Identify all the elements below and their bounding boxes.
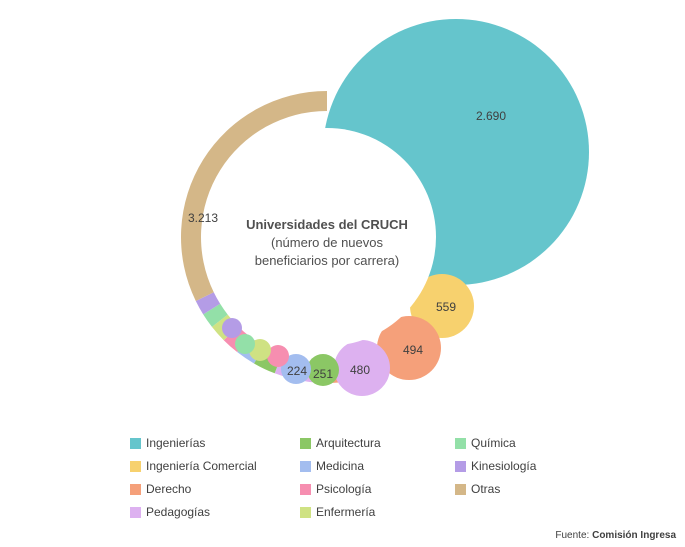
center-hole: [218, 128, 436, 346]
legend-item: Otras: [455, 482, 500, 496]
legend-item: Ingeniería Comercial: [130, 459, 257, 473]
legend-swatch: [130, 437, 141, 449]
legend-swatch: [455, 437, 466, 449]
chart-subtitle-line-1: (número de nuevos: [271, 235, 384, 250]
legend-swatch: [300, 460, 311, 472]
slice-6: [281, 354, 311, 384]
data-label-2: 559: [436, 300, 456, 314]
legend-label: Otras: [471, 482, 501, 496]
legend-label: Medicina: [316, 459, 365, 473]
data-label-4: 480: [350, 363, 370, 377]
legend-label: Pedagogías: [146, 505, 211, 519]
legend-item: Kinesiología: [455, 459, 536, 473]
ring-segment-10: [195, 292, 221, 315]
legend-label: Enfermería: [316, 505, 376, 519]
legend-label: Psicología: [316, 482, 372, 496]
data-label-3: 494: [403, 343, 423, 357]
slice-7: [267, 345, 289, 367]
legend-label: Arquitectura: [316, 436, 381, 450]
legend-item: Psicología: [300, 482, 371, 496]
chart-title: Universidades del CRUCH: [246, 217, 408, 232]
source-note: Fuente: Comisión Ingresa: [555, 530, 676, 541]
data-label-11: 3.213: [188, 211, 218, 225]
legend-item: Arquitectura: [300, 436, 381, 450]
legend-swatch: [455, 460, 466, 472]
chart-subtitle-line-2: beneficiarios por carrera): [255, 253, 400, 268]
legend-label: Kinesiología: [471, 459, 537, 473]
legend-swatch: [300, 506, 311, 518]
data-label-5: 251: [313, 367, 333, 381]
legend-label: Derecho: [146, 482, 192, 496]
legend-swatch: [455, 483, 466, 495]
slice-4: [334, 340, 390, 396]
data-label-1: 2.690: [476, 109, 506, 123]
legend-swatch: [130, 460, 141, 472]
legend-item: Enfermería: [300, 505, 375, 519]
radial-chart: 2.690 559 494 480 251 224 3.213 Universidades d…: [180, 19, 589, 396]
legend-item: Pedagogías: [130, 505, 210, 519]
ring-segment-9: [203, 303, 228, 327]
slice-3: [377, 316, 441, 380]
legend-label: Química: [471, 436, 516, 450]
legend-item: Derecho: [130, 482, 191, 496]
slice-9: [235, 334, 255, 354]
source-name: Comisión Ingresa: [592, 530, 676, 541]
legend-item: Medicina: [300, 459, 364, 473]
ring-segment-11: [180, 91, 327, 302]
data-label-6: 224: [287, 364, 307, 378]
legend-item: Ingenierías: [130, 436, 205, 450]
legend-swatch: [130, 506, 141, 518]
source-prefix: Fuente:: [555, 530, 593, 541]
slice-5: [307, 354, 339, 386]
legend-label: Ingeniería Comercial: [146, 459, 257, 473]
legend-item: Química: [455, 436, 516, 450]
legend-swatch: [300, 437, 311, 449]
legend-swatch: [130, 483, 141, 495]
legend: Ingenierías Arquitectura Química Ingeniería…: [130, 436, 580, 528]
legend-swatch: [300, 483, 311, 495]
slice-10: [222, 318, 242, 338]
legend-label: Ingenierías: [146, 436, 206, 450]
